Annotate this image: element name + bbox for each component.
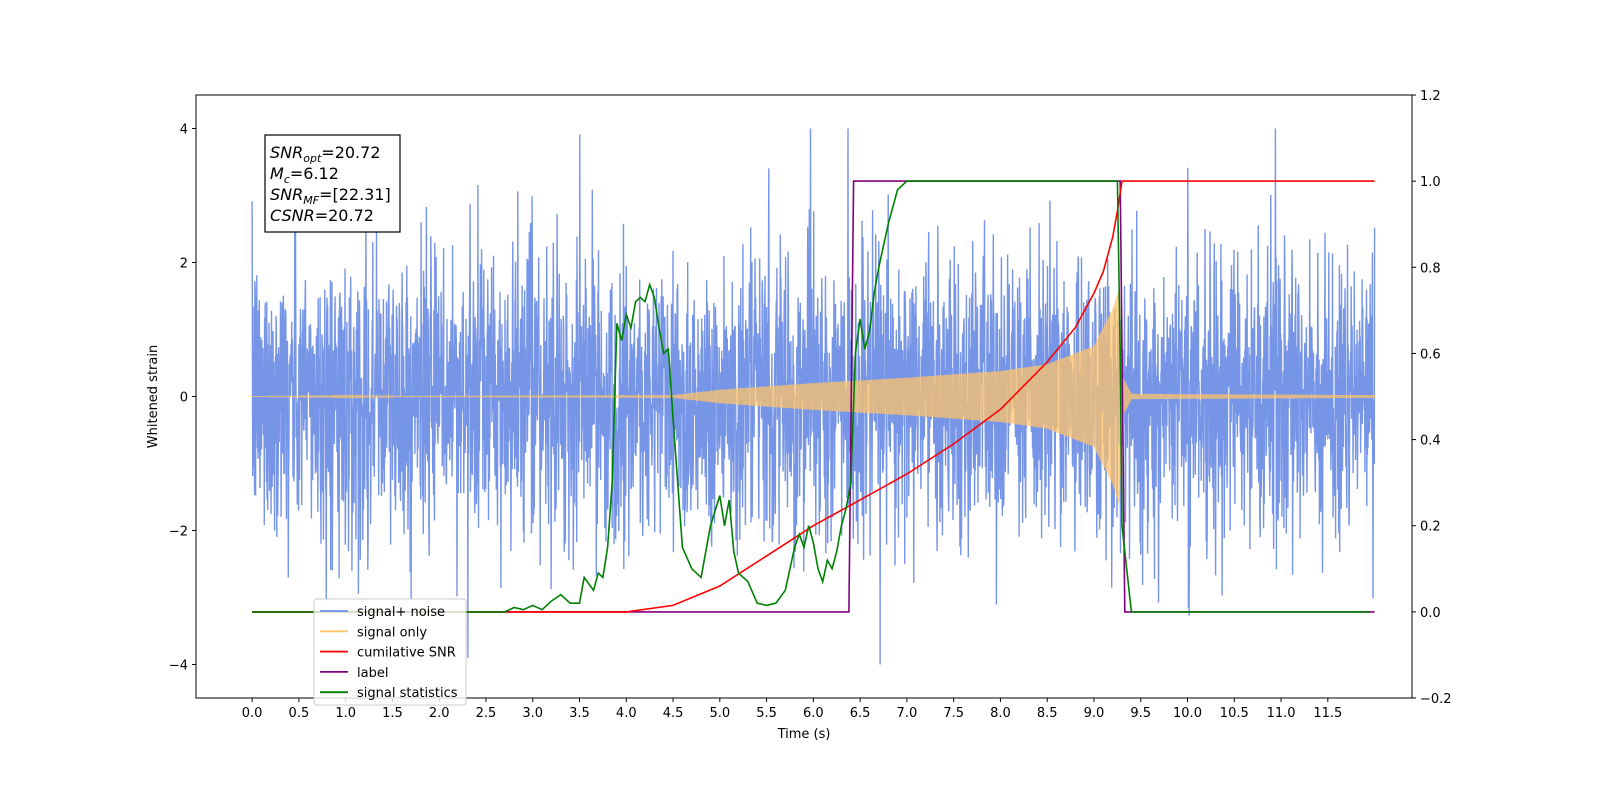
x-tick-label: 1.0 <box>335 706 356 721</box>
legend-entry: label <box>357 666 388 681</box>
legend-entry: signal statistics <box>357 686 458 701</box>
x-tick-label: 1.5 <box>382 706 403 721</box>
x-tick-label: 4.0 <box>616 706 637 721</box>
y-left-tick-label: 2 <box>180 257 188 272</box>
x-tick-label: 4.5 <box>663 706 684 721</box>
y-right-tick-label: 0.6 <box>1420 347 1441 362</box>
x-tick-label: 5.5 <box>756 706 777 721</box>
annotation-line: CSNR=20.72 <box>270 206 374 225</box>
legend-entry: signal+ noise <box>357 605 445 620</box>
annotation-frame <box>264 134 401 233</box>
x-tick-label: 3.5 <box>569 706 590 721</box>
x-tick-label: 2.0 <box>429 706 450 721</box>
series-signal-only-line <box>252 289 1376 504</box>
series-cumulative-snr-line <box>252 180 1375 613</box>
x-tick-label: 6.5 <box>850 706 871 721</box>
x-tick-label: 2.5 <box>476 706 497 721</box>
x-tick-label: 0.5 <box>289 706 310 721</box>
x-tick-label: 9.5 <box>1130 706 1151 721</box>
y-left-tick-label: 0 <box>180 391 188 406</box>
y-right-tick-label: 0.0 <box>1420 606 1441 621</box>
series-signal-statistics-line <box>252 180 1370 613</box>
y-right-tick-label: 0.8 <box>1420 261 1441 276</box>
x-tick-label: 11.5 <box>1313 706 1342 721</box>
x-tick-label: 8.5 <box>1037 706 1058 721</box>
plot-area <box>251 128 1376 665</box>
annotation-line: SNRMF=[22.31] <box>270 185 391 207</box>
y-left-tick-label: 4 <box>180 123 188 138</box>
legend-entry: signal only <box>357 625 427 640</box>
x-tick-label: 5.0 <box>709 706 730 721</box>
y-right-tick-label: 1.2 <box>1420 89 1441 104</box>
y-right-tick-label: 0.4 <box>1420 434 1441 449</box>
annotation-line: Mc=6.12 <box>270 164 339 186</box>
x-tick-label: 10.0 <box>1173 706 1202 721</box>
y-right-tick-label: 1.0 <box>1420 175 1441 190</box>
y-left-tick-label: −2 <box>169 525 188 540</box>
x-tick-label: 0.0 <box>242 706 263 721</box>
y-left-tick-label: −4 <box>169 659 188 674</box>
y-right-tick-label: −0.2 <box>1420 692 1452 707</box>
x-axis: 0.0 0.5 1.0 1.5 2.0 2.5 3.0 3.5 4.0 4.5 5.0 5.5 6.0 6… <box>242 698 1342 721</box>
series-signal-noise-line <box>251 128 1376 665</box>
x-tick-label: 3.0 <box>522 706 543 721</box>
legend-frame <box>313 598 467 706</box>
x-tick-label: 7.0 <box>897 706 918 721</box>
y-axis-label: Whitened strain <box>146 345 161 448</box>
y-right-axis: 1.2 1.0 0.8 0.6 0.4 0.2 0.0 −0.2 <box>1412 89 1452 707</box>
legend: signal+ noise signal only cumilative SNR la… <box>313 598 467 706</box>
x-axis-label: Time (s) <box>777 727 831 742</box>
legend-entry: cumilative SNR <box>357 646 456 661</box>
y-right-tick-label: 0.2 <box>1420 520 1441 535</box>
x-tick-label: 9.0 <box>1084 706 1105 721</box>
x-tick-label: 7.5 <box>943 706 964 721</box>
x-tick-label: 11.0 <box>1267 706 1296 721</box>
y-left-axis: 4 2 0 −2 −4 <box>169 123 196 674</box>
annotation-line: SNRopt=20.72 <box>270 143 381 165</box>
annotation-box: SNRopt=20.72Mc=6.12SNRMF=[22.31]CSNR=20.… <box>264 134 401 233</box>
x-tick-label: 8.0 <box>990 706 1011 721</box>
x-tick-label: 10.5 <box>1220 706 1249 721</box>
x-tick-label: 6.0 <box>803 706 824 721</box>
